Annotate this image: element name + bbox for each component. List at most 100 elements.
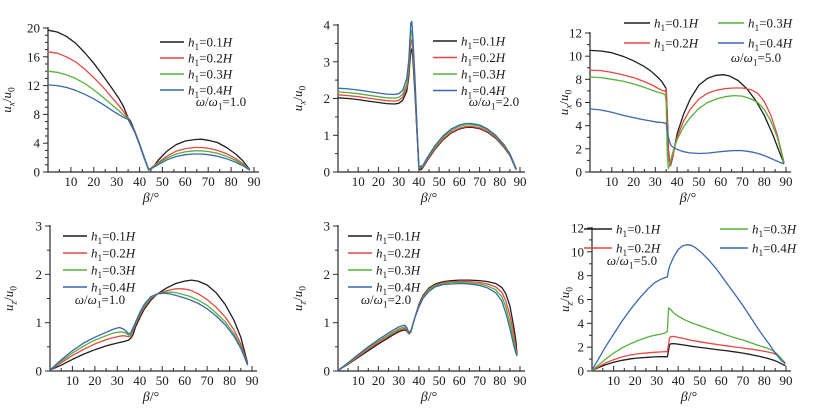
x-tick-label: 90 xyxy=(780,174,793,189)
legend-label: h1=0.2H xyxy=(461,50,506,69)
y-tick-label: 12 xyxy=(27,78,40,93)
legend-label: h1=0.4H xyxy=(91,280,136,299)
x-tick-label: 50 xyxy=(433,174,446,189)
subplot-ux-omega1: 10 20 30 40 50 60 70 80 90 0 4 8 12 16 20 β/° ux/u0 h1=0.… xyxy=(0,0,280,208)
y-tick-label: 0 xyxy=(576,165,583,180)
y-tick-label: 12 xyxy=(571,221,584,236)
curve-h10.2H xyxy=(49,288,249,371)
x-tick-label: 50 xyxy=(692,174,705,189)
x-axis-label: β/° xyxy=(680,390,697,405)
y-tick-label: 6 xyxy=(576,95,583,110)
y-axis-label: uz/u0 xyxy=(560,287,576,312)
legend-label: h1=0.1H xyxy=(461,34,506,53)
x-tick-label: 40 xyxy=(133,373,146,388)
y-tick-label: 4 xyxy=(576,118,583,133)
legend-label: h1=0.1H xyxy=(188,35,233,54)
y-tick-label: 3 xyxy=(36,219,43,234)
x-tick-label: 30 xyxy=(392,174,405,189)
curve-h10.3H xyxy=(591,307,786,372)
x-tick-label: 30 xyxy=(111,373,124,388)
curves xyxy=(337,279,518,372)
x-tick-label: 30 xyxy=(650,373,663,388)
omega-ratio-annotation: ω/ω1=1.0 xyxy=(196,94,246,113)
x-axis-label: β/° xyxy=(142,390,159,405)
x-tick-label: 20 xyxy=(372,174,385,189)
curve-h10.3H xyxy=(589,76,785,170)
y-tick-label: 3 xyxy=(324,54,331,69)
y-tick-label: 0 xyxy=(324,364,331,379)
chart-canvas-ux-omega1: 10 20 30 40 50 60 70 80 90 0 4 8 12 16 20 β/° ux/u0 h1=0.… xyxy=(0,21,261,207)
y-tick-label: 0 xyxy=(324,165,331,180)
legend-label: h1=0.3H xyxy=(752,222,797,241)
x-tick-label: 80 xyxy=(758,373,771,388)
y-tick-label: 10 xyxy=(571,244,584,259)
legend-label: h1=0.3H xyxy=(91,263,136,282)
y-tick-label: 1 xyxy=(324,315,331,330)
chart-canvas-ux-omega2: 10 20 30 40 50 60 70 80 9001234β/°ux/u0h1=0.1Hh1… xyxy=(290,18,527,207)
x-tick-label: 20 xyxy=(627,174,640,189)
curve-h10.4H xyxy=(337,282,518,372)
curve-h10.4H xyxy=(589,108,785,165)
y-tick-label: 4 xyxy=(34,136,41,151)
x-tick-label: 10 xyxy=(352,174,365,189)
x-tick-label: 90 xyxy=(514,174,527,189)
chart-canvas-uz-omega1: 10 20 30 40 50 60 70 80 900123β/°uz/u0h1=0.1Hh1=… xyxy=(1,219,259,406)
x-tick-label: 20 xyxy=(372,373,385,388)
x-tick-label: 10 xyxy=(607,373,620,388)
omega-ratio-annotation: ω/ω1=1.0 xyxy=(75,292,125,311)
y-tick-label: 2 xyxy=(324,267,331,282)
subplot-ux-omega2: 10 20 30 40 50 60 70 80 90 0 1 2 3 4 β/° ux/u0 h1=0.1H h1… xyxy=(280,0,560,208)
legend-label: h1=0.4H xyxy=(752,241,797,260)
y-tick-label: 2 xyxy=(324,91,331,106)
x-tick-label: 30 xyxy=(649,174,662,189)
x-tick-label: 70 xyxy=(473,373,486,388)
omega-ratio-annotation: ω/ω1=2.0 xyxy=(361,292,411,311)
x-tick-label: 40 xyxy=(671,174,684,189)
y-tick-label: 8 xyxy=(34,107,41,122)
y-tick-label: 2 xyxy=(36,267,43,282)
x-tick-label: 50 xyxy=(156,174,169,189)
y-tick-label: 1 xyxy=(324,128,331,143)
x-tick-label: 10 xyxy=(66,373,79,388)
x-tick-label: 60 xyxy=(453,174,466,189)
y-tick-label: 4 xyxy=(578,316,585,331)
x-tick-label: 30 xyxy=(392,373,405,388)
y-tick-label: 20 xyxy=(27,21,40,36)
x-tick-label: 50 xyxy=(693,373,706,388)
x-tick-label: 40 xyxy=(672,373,685,388)
y-tick-label: 0 xyxy=(578,364,585,379)
curve-h10.4H xyxy=(47,84,251,171)
x-tick-label: 70 xyxy=(736,373,749,388)
x-tick-label: 40 xyxy=(412,174,425,189)
chart-canvas-uz-omega5: 10 20 30 40 50 60 70 80 90 0 2 4 6 8 10 12 β/° uz/u0 h1=0.… xyxy=(560,221,797,406)
curve-h10.1H xyxy=(49,279,249,371)
legend-label: h1=0.4H xyxy=(376,280,421,299)
y-tick-label: 1 xyxy=(36,315,43,330)
x-tick-label: 80 xyxy=(225,174,238,189)
chart-canvas-uz-omega2: 10 20 30 40 50 60 70 80 900123β/°uz/u0h1=0.1Hh1=… xyxy=(290,219,527,406)
y-tick-label: 0 xyxy=(34,165,41,180)
legend-label: h1=0.3H xyxy=(188,67,233,86)
omega-ratio-annotation: ω/ω1=5.0 xyxy=(607,253,657,272)
legend-label: h1=0.4H xyxy=(188,83,233,102)
legend-label: h1=0.1H xyxy=(654,16,699,35)
legend-label: h1=0.2H xyxy=(654,36,699,55)
x-tick-label: 60 xyxy=(178,373,191,388)
chart-canvas-ux-omega5: 10 20 30 40 50 60 70 80 90 0 2 4 6 8 10 12 β/° ux/u0 h1=0.… xyxy=(560,16,793,207)
x-tick-label: 70 xyxy=(736,174,749,189)
y-tick-label: 8 xyxy=(578,268,585,283)
x-tick-label: 70 xyxy=(473,174,486,189)
legend-label: h1=0.2H xyxy=(616,241,661,260)
x-tick-label: 70 xyxy=(202,174,215,189)
x-tick-label: 60 xyxy=(179,174,192,189)
legend-label: h1=0.3H xyxy=(376,263,421,282)
subplot-uz-omega1: 10 20 30 40 50 60 70 80 90 0 1 2 3 β/° uz/u0 h1=0.1H h1=… xyxy=(0,208,280,416)
x-tick-label: 80 xyxy=(493,373,506,388)
x-tick-label: 20 xyxy=(88,373,101,388)
x-tick-label: 50 xyxy=(433,373,446,388)
curve-h10.4H xyxy=(337,20,517,169)
